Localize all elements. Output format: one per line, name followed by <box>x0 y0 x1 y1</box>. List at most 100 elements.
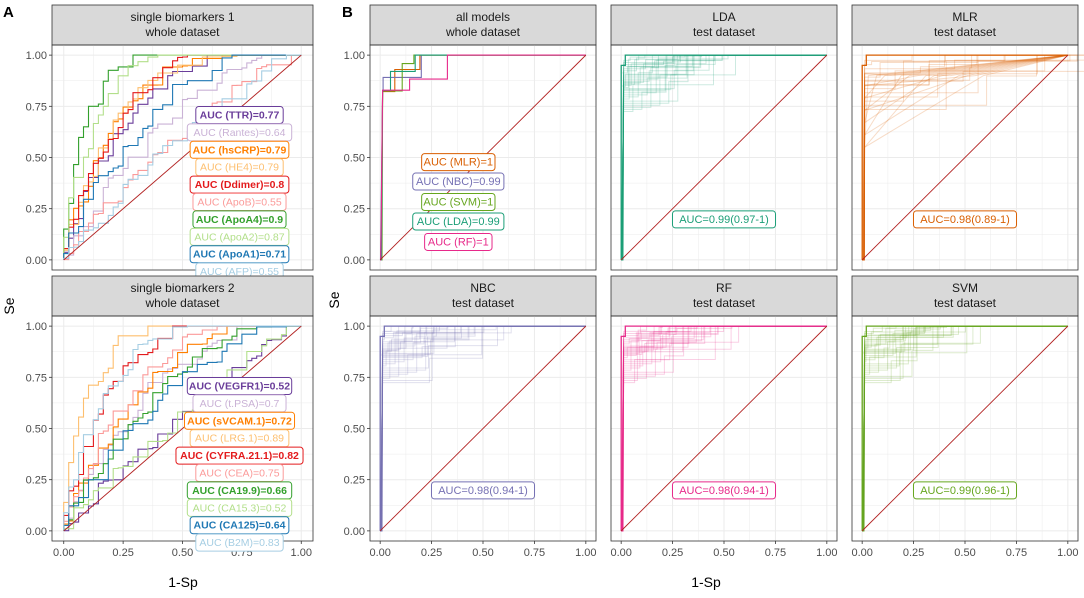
panel-nbc-xtick-label: 1.00 <box>575 547 596 559</box>
panel-all-ytick-label: 0.00 <box>344 255 365 267</box>
panel-nbc-bootstrap-curve <box>380 325 586 532</box>
y-axis-label-b: Se <box>326 291 342 308</box>
panel-nbc-ytick-label: 0.25 <box>344 475 365 487</box>
panel-lda-bootstrap-curve <box>621 54 827 261</box>
panel-nbc-title: NBC <box>470 281 496 295</box>
panel-svm-bootstrap-curve <box>862 325 1068 532</box>
panel-all-ytick-label: 0.50 <box>344 153 365 165</box>
panel-sb1-auc-label-ddimer: AUC (Ddimer)=0.8 <box>195 179 285 191</box>
y-axis-label-a: Se <box>1 297 17 314</box>
panel-nbc-bootstrap-curve <box>380 325 586 532</box>
panel-mlr-bootstrap-curve <box>862 54 1068 261</box>
panel-lda-bootstrap-curve <box>621 54 827 261</box>
panel-mlr-bootstrap-curve <box>862 54 1068 261</box>
panel-nbc-bootstrap-curve <box>380 325 586 532</box>
panel-rf-bootstrap-curve <box>621 325 827 532</box>
panel-lda-bootstrap-curve <box>621 54 827 261</box>
panel-sb2-auc-label-cea: AUC (CEA)=0.75 <box>199 468 279 480</box>
panel-all-subtitle: whole dataset <box>445 25 521 39</box>
panel-mlr-bootstrap-curve <box>862 54 1068 261</box>
panel-lda-bootstrap-curve <box>621 54 827 261</box>
panel-all-ytick-label: 0.25 <box>344 204 365 216</box>
panel-lda-title: LDA <box>712 10 735 24</box>
panel-rf-bootstrap-curve <box>621 325 827 532</box>
panel-svm-bootstrap-curve <box>862 325 1068 532</box>
panel-svm-bootstrap-curve <box>862 325 1068 532</box>
panel-mlr-bootstrap-curve <box>862 54 1068 261</box>
panel-nbc-ytick-label: 0.75 <box>344 372 365 384</box>
panel-svm-bootstrap-curve <box>862 325 1068 532</box>
panel-lda-bootstrap-curve <box>621 54 827 261</box>
panel-rf-bootstrap-curve <box>621 325 827 532</box>
panel-lda-bootstrap-curve <box>621 54 827 261</box>
panel-lda-frame <box>610 44 838 271</box>
panel-sb2-ytick-label: 1.00 <box>26 321 47 333</box>
panel-svm-bootstrap-curve <box>862 325 1068 532</box>
panel-nbc-xtick-label: 0.00 <box>369 547 390 559</box>
panel-rf-bootstrap-curve <box>621 325 827 532</box>
panel-rf-subtitle: test dataset <box>693 296 756 310</box>
panel-mlr-auc-label: AUC=0.98(0.89-1) <box>920 214 1010 226</box>
panel-svm-bootstrap-curve <box>862 325 1068 532</box>
panel-mlr-bootstrap-curve <box>862 54 1068 261</box>
panel-nbc-bootstrap-curve <box>380 325 586 532</box>
panel-sb2-title: single biomarkers 2 <box>130 281 234 295</box>
panel-lda-auc-label: AUC=0.99(0.97-1) <box>679 214 769 226</box>
panel-rf-bootstrap-curve <box>620 325 827 532</box>
panel-sb2-auc-label-b2m: AUC (B2M)=0.83 <box>199 537 279 549</box>
panel-mlr-bootstrap-curve <box>862 54 1068 261</box>
panel-all-title: all models <box>456 10 510 24</box>
panel-lda-bootstrap-curve <box>621 54 827 261</box>
panel-lda-bootstrap-curve <box>621 54 827 261</box>
panel-sb1-ytick-label: 0.75 <box>26 101 47 113</box>
panel-svm-xtick-label: 1.00 <box>1057 547 1078 559</box>
panel-nbc-subtitle: test dataset <box>452 296 515 310</box>
panel-lda-auc-label-box <box>671 210 777 229</box>
panel-sb2-xtick-label: 0.00 <box>53 547 74 559</box>
panel-sb2-xtick-label: 1.00 <box>291 547 312 559</box>
panel-rf-bootstrap-curve <box>620 325 827 532</box>
panel-mlr-title: MLR <box>952 10 978 24</box>
panel-rf-bootstrap-curve <box>621 325 827 532</box>
panel-all-auc-label-svm: AUC (SVM)=1 <box>423 197 493 209</box>
panel-nbc-bootstrap-curve <box>380 325 586 532</box>
panel-svm-bootstrap-curve <box>862 325 1068 532</box>
panel-sb1-curve-rantes <box>63 54 302 260</box>
panel-svm-subtitle: test dataset <box>934 296 997 310</box>
panel-sb2-xtick-label: 0.25 <box>112 547 133 559</box>
panel-mlr-bootstrap-curve <box>862 54 1068 261</box>
panel-lda-bootstrap-curve <box>621 54 827 261</box>
panel-lda-bootstrap-curve <box>621 54 827 261</box>
panel-svm-bootstrap-curve <box>862 325 1068 532</box>
panel-sb2-curve-ca19-9 <box>63 325 302 531</box>
panel-lda-bootstrap-curve <box>621 54 827 261</box>
panel-rf-bootstrap-curve <box>621 325 827 532</box>
panel-rf-bootstrap-curve <box>621 325 827 532</box>
panel-svm-bootstrap-curve <box>861 325 1068 532</box>
panel-rf-bootstrap-curve <box>621 325 827 532</box>
panel-sb2-auc-label-ca125: AUC (CA125)=0.64 <box>194 520 286 532</box>
panel-mlr-bootstrap-curve <box>862 54 1068 261</box>
panel-sb2-xtick-label: 0.50 <box>172 547 193 559</box>
panel-svm-xtick-label: 0.50 <box>954 547 975 559</box>
panel-mlr-frame <box>851 44 1079 271</box>
panel-mlr-subtitle: test dataset <box>934 25 997 39</box>
panel-lda-bootstrap-curve <box>620 54 827 261</box>
panel-nbc-ytick-label: 0.00 <box>344 526 365 538</box>
panel-rf-bootstrap-curve <box>621 325 827 532</box>
panel-rf-bootstrap-curve <box>621 325 827 532</box>
panel-lda-bootstrap-curve <box>620 54 827 260</box>
panel-mlr-bootstrap-curve <box>862 54 1068 261</box>
panel-sb2-curve-ca125 <box>63 325 302 531</box>
panel-nbc-xtick-label: 0.75 <box>524 547 545 559</box>
panel-sb1-auc-label-hscrp: AUC (hsCRP)=0.79 <box>193 144 287 156</box>
panel-lda-bootstrap-curve <box>621 54 827 261</box>
panel-mlr-bootstrap-curve <box>861 54 1068 260</box>
panel-svm-bootstrap-curve <box>862 325 1068 532</box>
panel-nbc-ytick-label: 1.00 <box>344 321 365 333</box>
panel-mlr-bootstrap-curve <box>862 54 1068 261</box>
panel-svm-xtick-label: 0.75 <box>1006 547 1027 559</box>
